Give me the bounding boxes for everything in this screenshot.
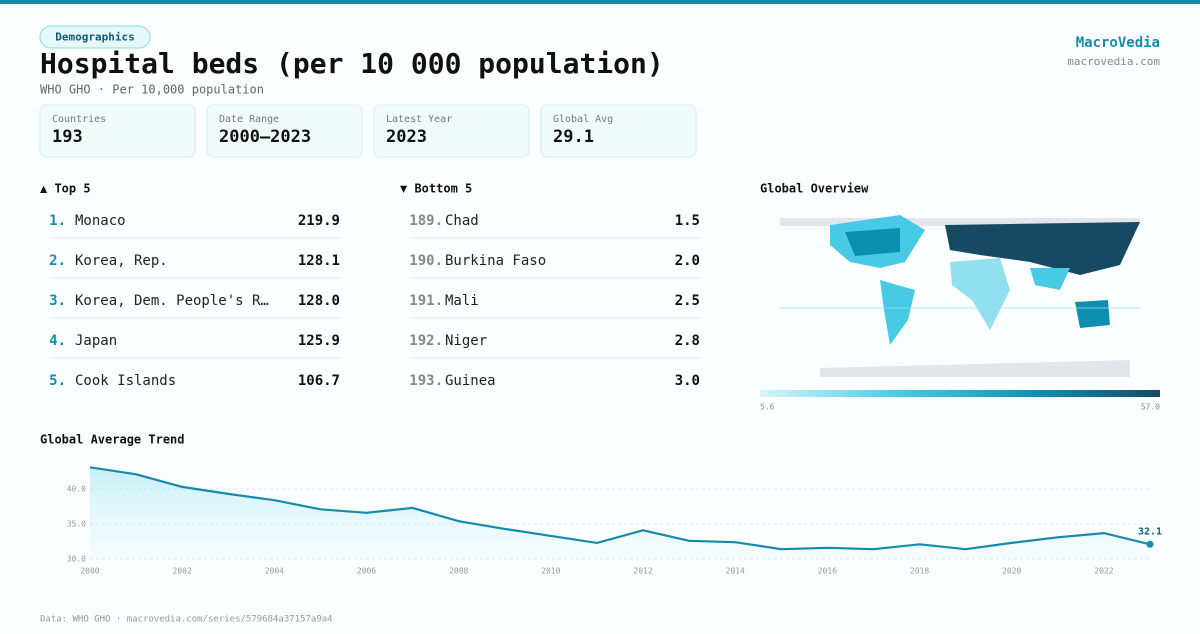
item-name: Japan (75, 333, 117, 349)
rank: 5. (49, 373, 66, 389)
map-stripe (780, 218, 1140, 226)
world-map (780, 215, 1140, 377)
bottom-title: ▼ Bottom 5 (400, 182, 472, 196)
item-value: 2.5 (675, 293, 700, 309)
x-tick-label: 2000 (80, 567, 99, 576)
rank: 189. (409, 213, 443, 229)
item-value: 1.5 (675, 213, 700, 229)
area (90, 467, 1150, 559)
item-value: 106.7 (298, 373, 340, 389)
map-title: Global Overview (760, 182, 869, 196)
badge-bg (39, 25, 151, 49)
last-point (1146, 540, 1154, 548)
item-name: Niger (445, 333, 487, 349)
stat-label: Latest Year (386, 114, 452, 125)
top-title: ▲ Top 5 (40, 182, 91, 196)
item-name: Burkina Faso (445, 253, 546, 269)
x-tick-label: 2022 (1094, 567, 1113, 576)
africa (950, 258, 1010, 330)
x-tick-label: 2016 (818, 567, 837, 576)
y-tick-label: 30.0 (67, 555, 86, 564)
y-tick-label: 35.0 (67, 520, 86, 529)
item-value: 219.9 (298, 213, 340, 229)
item-name: Cook Islands (75, 373, 176, 389)
badge: Demographics (55, 31, 134, 44)
x-tick-label: 2004 (265, 567, 284, 576)
stat-card (206, 104, 363, 158)
x-tick-label: 2012 (633, 567, 652, 576)
subtitle: WHO GHO · Per 10,000 population (40, 83, 264, 97)
footer: Data: WHO GHO · macrovedia.com/series/57… (40, 615, 333, 625)
stat-label: Date Range (219, 114, 279, 125)
stat-value: 29.1 (553, 127, 594, 147)
item-name: Korea, Dem. People's R… (75, 293, 269, 309)
chart-title: Global Average Trend (40, 433, 185, 447)
title: Hospital beds (per 10 000 population) (40, 47, 664, 80)
x-tick-label: 2008 (449, 567, 468, 576)
color-scale (760, 390, 1160, 397)
rank: 1. (49, 213, 66, 229)
stat-card (540, 104, 697, 158)
x-tick-label: 2010 (541, 567, 560, 576)
australia (1075, 300, 1110, 328)
south-asia (1030, 268, 1070, 290)
stat-value: 193 (52, 127, 83, 147)
x-tick-label: 2018 (910, 567, 929, 576)
stat-card (39, 104, 196, 158)
value-label: 32.1 (1138, 526, 1162, 537)
brand: MacroVedia (1076, 35, 1160, 51)
item-value: 2.0 (675, 253, 700, 269)
x-tick-label: 2014 (726, 567, 745, 576)
stat-value: 2023 (386, 127, 427, 147)
item-value: 125.9 (298, 333, 340, 349)
south-america (880, 280, 915, 345)
item-value: 128.1 (298, 253, 340, 269)
rank: 190. (409, 253, 443, 269)
item-name: Mali (445, 293, 479, 309)
item-name: Monaco (75, 213, 126, 229)
site: macrovedia.com (1067, 55, 1160, 68)
stat-value: 2000–2023 (219, 127, 311, 147)
rank: 193. (409, 373, 443, 389)
x-tick-label: 2006 (357, 567, 376, 576)
stat-label: Global Avg (553, 114, 613, 125)
y-tick-label: 40.0 (67, 485, 86, 494)
stat-card (373, 104, 530, 158)
x-tick-label: 2020 (1002, 567, 1021, 576)
item-name: Chad (445, 213, 479, 229)
rank: 4. (49, 333, 66, 349)
x-tick-label: 2002 (173, 567, 192, 576)
rank: 191. (409, 293, 443, 309)
antarctica (820, 360, 1130, 377)
top-bar (0, 0, 1200, 4)
rank: 192. (409, 333, 443, 349)
item-value: 2.8 (675, 333, 700, 349)
usa-canada (845, 228, 900, 256)
rank: 3. (49, 293, 66, 309)
scale-max: 57.0 (1141, 403, 1160, 412)
item-name: Guinea (445, 373, 496, 389)
item-value: 128.0 (298, 293, 340, 309)
line (89, 466, 1151, 551)
item-name: Korea, Rep. (75, 253, 168, 269)
rank: 2. (49, 253, 66, 269)
item-value: 3.0 (675, 373, 700, 389)
eurasia (945, 222, 1140, 275)
scale-min: 5.6 (760, 403, 775, 412)
stat-label: Countries (52, 114, 106, 125)
